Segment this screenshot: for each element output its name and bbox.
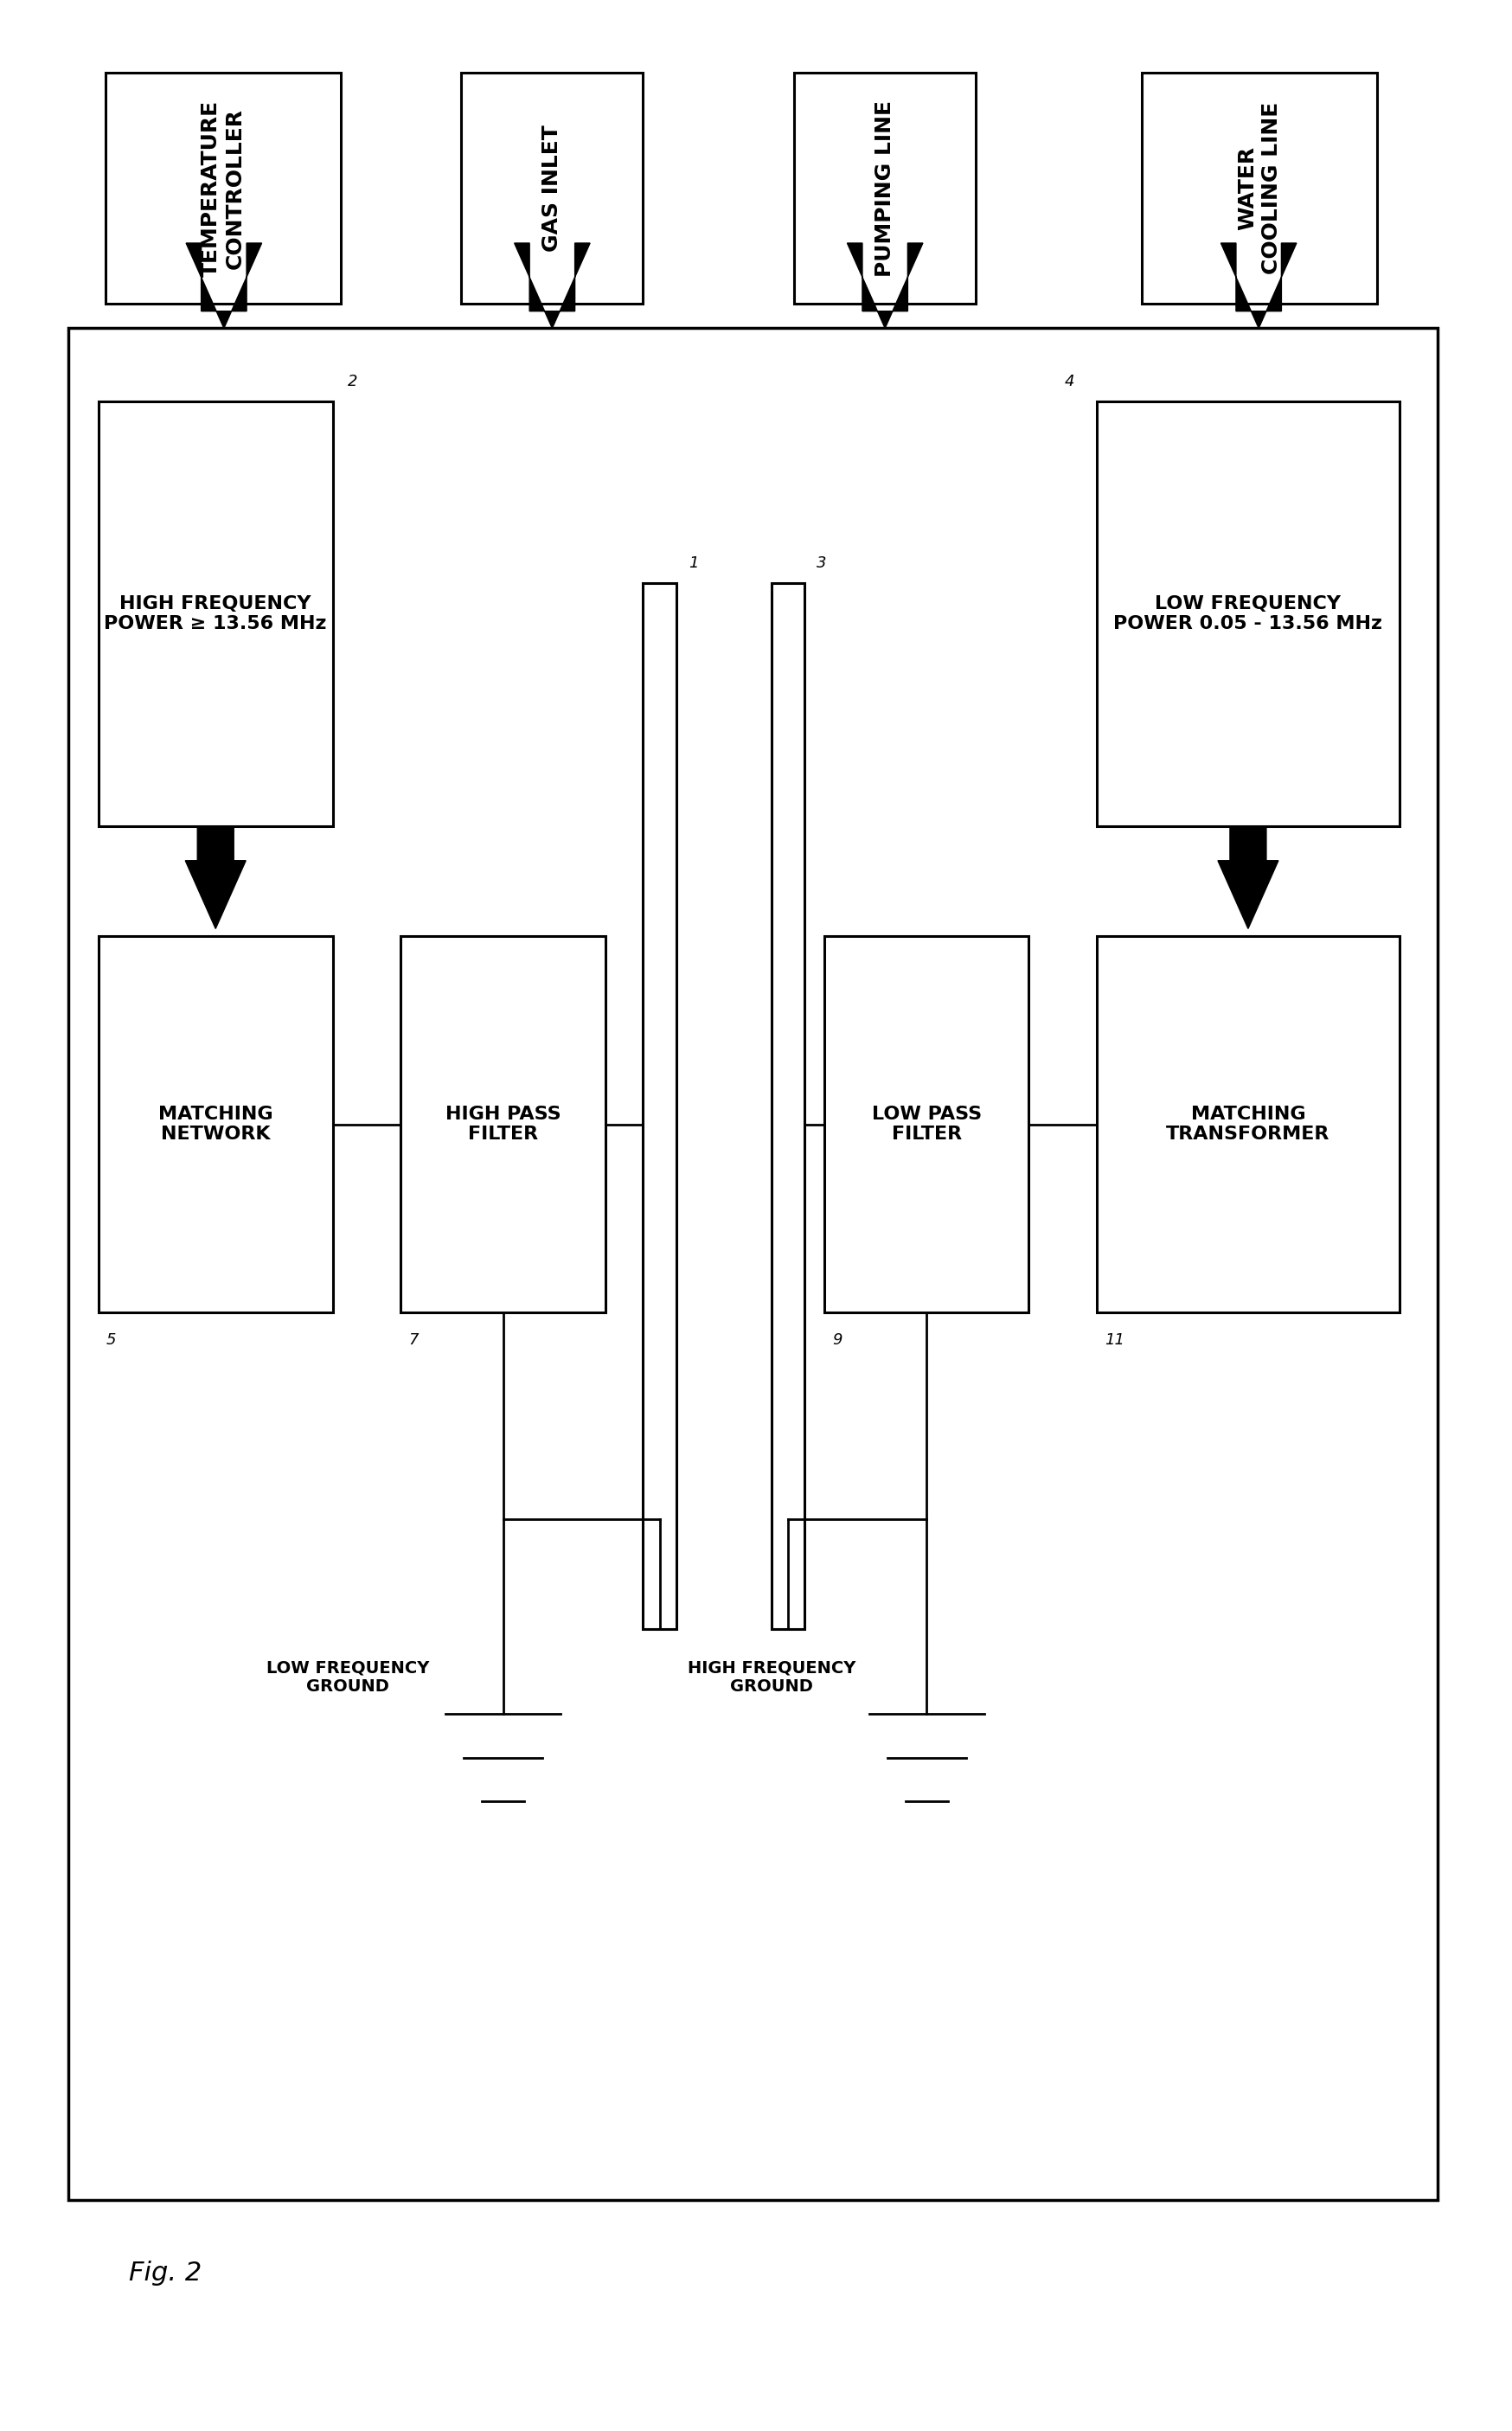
Text: TEMPERATURE
CONTROLLER: TEMPERATURE CONTROLLER bbox=[201, 100, 245, 277]
Bar bbox=[643, 583, 676, 1629]
Text: HIGH FREQUENCY
GROUND: HIGH FREQUENCY GROUND bbox=[686, 1660, 856, 1694]
Bar bbox=[98, 401, 333, 827]
Polygon shape bbox=[1217, 827, 1278, 929]
Bar bbox=[1096, 936, 1399, 1313]
Text: 5: 5 bbox=[106, 1332, 116, 1347]
Text: 4: 4 bbox=[1063, 374, 1074, 389]
Bar bbox=[68, 328, 1436, 2200]
Bar bbox=[794, 73, 975, 304]
Text: 11: 11 bbox=[1104, 1332, 1123, 1347]
Text: HIGH PASS
FILTER: HIGH PASS FILTER bbox=[445, 1106, 561, 1143]
Bar bbox=[824, 936, 1028, 1313]
Bar bbox=[1142, 73, 1376, 304]
Text: 9: 9 bbox=[832, 1332, 842, 1347]
Text: MATCHING
NETWORK: MATCHING NETWORK bbox=[159, 1106, 272, 1143]
Text: HIGH FREQUENCY
POWER ≥ 13.56 MHz: HIGH FREQUENCY POWER ≥ 13.56 MHz bbox=[104, 596, 327, 632]
Bar bbox=[1096, 401, 1399, 827]
Text: 2: 2 bbox=[348, 374, 358, 389]
Bar bbox=[461, 73, 643, 304]
Polygon shape bbox=[847, 243, 922, 328]
Text: LOW PASS
FILTER: LOW PASS FILTER bbox=[871, 1106, 981, 1143]
Polygon shape bbox=[186, 827, 245, 929]
Text: 3: 3 bbox=[816, 557, 827, 571]
Polygon shape bbox=[514, 243, 590, 328]
Bar bbox=[98, 936, 333, 1313]
Polygon shape bbox=[1220, 243, 1296, 328]
Text: LOW FREQUENCY
POWER 0.05 - 13.56 MHz: LOW FREQUENCY POWER 0.05 - 13.56 MHz bbox=[1113, 596, 1382, 632]
Text: MATCHING
TRANSFORMER: MATCHING TRANSFORMER bbox=[1166, 1106, 1329, 1143]
Text: GAS INLET: GAS INLET bbox=[541, 124, 562, 253]
Text: 7: 7 bbox=[408, 1332, 419, 1347]
Text: 1: 1 bbox=[688, 557, 699, 571]
Text: Fig. 2: Fig. 2 bbox=[129, 2261, 201, 2285]
Text: PUMPING LINE: PUMPING LINE bbox=[874, 100, 895, 277]
Text: WATER
COOLING LINE: WATER COOLING LINE bbox=[1237, 102, 1281, 275]
Bar bbox=[106, 73, 340, 304]
Bar bbox=[401, 936, 605, 1313]
Text: LOW FREQUENCY
GROUND: LOW FREQUENCY GROUND bbox=[266, 1660, 429, 1694]
Bar bbox=[771, 583, 804, 1629]
Polygon shape bbox=[186, 243, 262, 328]
